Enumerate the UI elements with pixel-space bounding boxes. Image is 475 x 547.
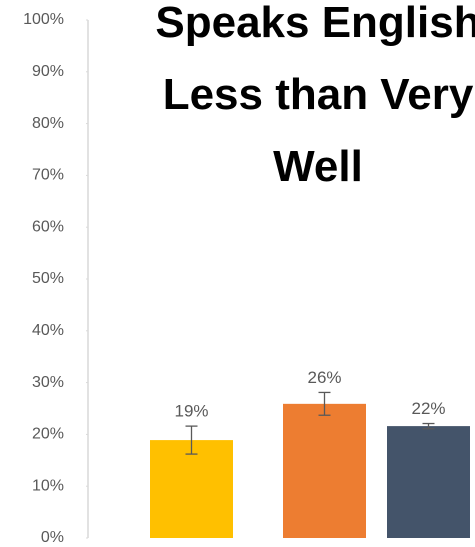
y-tick-label: 30% [32, 374, 64, 391]
y-tick-label: 40% [32, 322, 64, 339]
data-label: 22% [411, 399, 445, 418]
y-tick-label: 10% [32, 477, 64, 494]
bar [283, 403, 366, 538]
data-label: 19% [174, 402, 208, 421]
bar [150, 440, 233, 538]
data-label: 26% [307, 368, 341, 387]
y-tick-label: 20% [32, 426, 64, 443]
y-tick-label: 100% [23, 11, 64, 28]
chart-title: Speaks English Less than Very Well [155, 0, 475, 191]
y-tick-label: 60% [32, 218, 64, 235]
bar [387, 426, 470, 538]
y-tick-label: 90% [32, 63, 64, 80]
y-tick-label: 70% [32, 167, 64, 184]
y-tick-label: 0% [41, 529, 64, 546]
y-tick-label: 50% [32, 270, 64, 287]
y-tick-label: 80% [32, 115, 64, 132]
